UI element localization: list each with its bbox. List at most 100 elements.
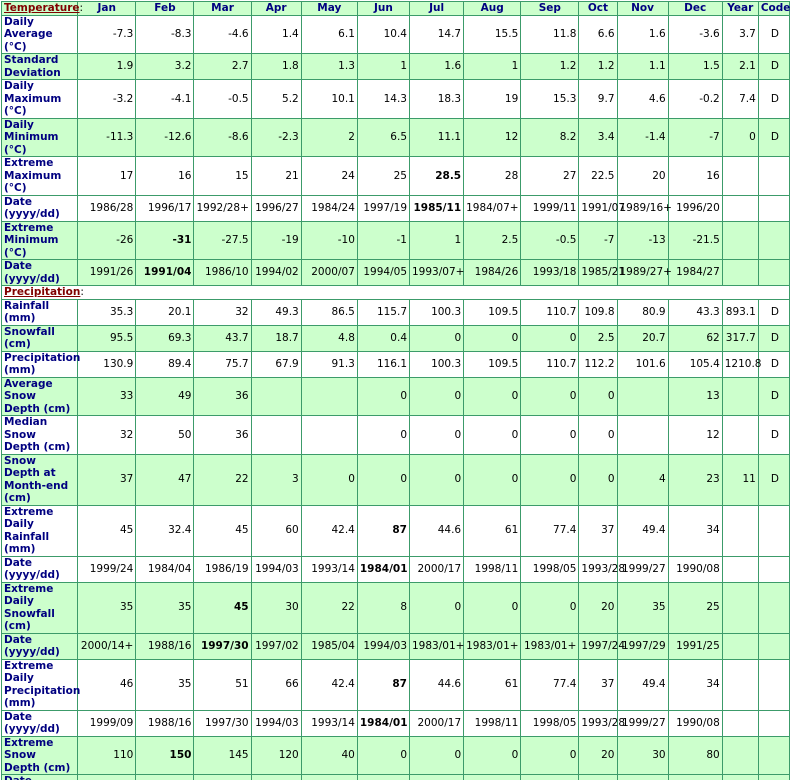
data-cell bbox=[721, 504, 759, 557]
data-cell: 87 bbox=[356, 504, 411, 557]
data-cell: -0.2 bbox=[667, 79, 723, 119]
data-cell: 1983/01+ bbox=[463, 774, 522, 780]
data-cell bbox=[757, 709, 791, 737]
data-cell: 24 bbox=[300, 156, 358, 196]
data-cell: 1998/11 bbox=[463, 709, 522, 737]
data-cell: 20.1 bbox=[135, 298, 195, 326]
data-cell bbox=[721, 774, 759, 780]
data-cell: 37 bbox=[578, 658, 618, 711]
data-cell: 1987/22+ bbox=[135, 774, 195, 780]
data-cell: 1997/01+ bbox=[300, 774, 358, 780]
row-label: Extreme Minimum (°C) bbox=[0, 220, 79, 260]
column-header: Nov bbox=[616, 1, 669, 16]
header-row: Temperature: Jan Feb Mar Apr May Jun Jul Aug Sep O… bbox=[0, 1, 790, 16]
data-cell: 1986/28 bbox=[77, 194, 137, 222]
data-cell: 12 bbox=[463, 117, 522, 157]
data-cell: 15 bbox=[193, 156, 252, 196]
section-colon: : bbox=[80, 286, 84, 298]
data-cell: 30 bbox=[250, 581, 302, 634]
column-header: Oct bbox=[578, 1, 618, 16]
data-cell: 9.7 bbox=[578, 79, 618, 119]
data-cell: -31 bbox=[135, 220, 195, 260]
data-cell: 1989/12+ bbox=[667, 774, 723, 780]
data-cell: -2.3 bbox=[250, 117, 302, 157]
data-cell: 32 bbox=[193, 298, 252, 326]
data-row: Standard Deviation 1.9 3.2 2.7 1.8 1.3 1 1.6 1 1.… bbox=[0, 53, 791, 80]
data-cell: 22 bbox=[193, 453, 252, 506]
data-cell: 1996/27 bbox=[250, 194, 302, 222]
row-label: Extreme Daily Precipitation (mm) bbox=[0, 658, 80, 711]
data-cell: 0 bbox=[463, 581, 522, 634]
data-cell: 0 bbox=[356, 735, 411, 775]
data-cell: 112.2 bbox=[578, 350, 618, 378]
data-cell: 1994/05 bbox=[356, 259, 411, 286]
data-cell: -7.3 bbox=[77, 14, 137, 54]
row-label: Extreme Snow Depth (cm) bbox=[0, 735, 79, 775]
data-cell: 1994/02 bbox=[250, 259, 302, 286]
data-cell: 3.2 bbox=[135, 53, 195, 80]
row-label: Snowfall (cm) bbox=[0, 324, 79, 352]
data-cell bbox=[721, 735, 759, 775]
data-cell: 89.4 bbox=[135, 350, 195, 378]
data-cell bbox=[757, 555, 791, 583]
record-value: 1984/01 bbox=[359, 562, 408, 575]
data-cell: 1984/01 bbox=[356, 555, 411, 583]
data-cell: 35 bbox=[135, 581, 195, 634]
data-cell: 49.4 bbox=[616, 658, 669, 711]
data-row: Date (yyyy/dd)1991/311987/22+2001/01+199… bbox=[0, 774, 791, 780]
data-cell: 150 bbox=[135, 735, 195, 775]
data-cell: 1998/11 bbox=[463, 555, 522, 583]
data-cell: 15.5 bbox=[463, 14, 522, 54]
data-cell: -12.6 bbox=[135, 117, 195, 157]
data-cell: 4 bbox=[616, 453, 669, 506]
data-cell: 1.8 bbox=[250, 53, 302, 80]
data-cell: 1991/26 bbox=[77, 259, 137, 286]
column-header: Jan bbox=[77, 1, 137, 16]
data-row: Date (yyyy/dd) 1999/09 1988/16 1997/30 1994/… bbox=[0, 709, 791, 737]
data-cell: 1984/01 bbox=[356, 709, 411, 737]
data-row: Precipitation (mm) 130.9 89.4 75.7 67.9 91.3 1… bbox=[0, 350, 791, 378]
data-cell: 1.3 bbox=[300, 53, 358, 80]
column-header: Aug bbox=[463, 1, 522, 16]
data-cell: 1997/19 bbox=[356, 194, 411, 222]
data-cell: 0 bbox=[356, 415, 411, 455]
data-cell: 120 bbox=[250, 735, 302, 775]
data-cell: 47 bbox=[135, 453, 195, 506]
data-cell: 75.7 bbox=[193, 350, 252, 378]
data-cell: 46 bbox=[77, 658, 137, 711]
data-cell: 1.4 bbox=[250, 14, 302, 54]
data-cell: 1996/20 bbox=[667, 194, 723, 222]
data-cell: 35 bbox=[77, 581, 137, 634]
data-cell: 45 bbox=[77, 504, 137, 557]
column-header: Dec bbox=[667, 1, 723, 16]
record-value: 1985/11 bbox=[413, 201, 462, 214]
data-cell: 893.1 bbox=[721, 298, 759, 326]
data-cell: 35 bbox=[135, 658, 195, 711]
data-row: Date (yyyy/dd) 1991/26 1991/04 1986/10 1994/… bbox=[0, 259, 791, 286]
data-cell: 1998/05 bbox=[520, 709, 580, 737]
data-cell: 0 bbox=[463, 453, 522, 506]
data-cell: 116.1 bbox=[356, 350, 411, 378]
data-cell: 28.5 bbox=[408, 156, 465, 196]
data-cell: 2 bbox=[300, 117, 358, 157]
data-cell: 110.7 bbox=[520, 298, 580, 326]
data-cell: 2.1 bbox=[721, 53, 759, 80]
data-cell: 10.1 bbox=[300, 79, 358, 119]
record-value: 1997/30 bbox=[200, 639, 249, 652]
data-cell bbox=[721, 555, 759, 583]
data-cell: 0 bbox=[463, 415, 522, 455]
data-cell: 1997/24 bbox=[578, 632, 625, 660]
data-cell: 1994/03 bbox=[250, 555, 302, 583]
data-cell: 42.4 bbox=[300, 504, 358, 557]
data-cell: 45 bbox=[193, 581, 252, 634]
column-header: Code bbox=[757, 1, 790, 16]
data-cell: D bbox=[757, 14, 791, 54]
data-row: Date (yyyy/dd) 1999/24 1984/04 1986/19 1994/… bbox=[0, 555, 791, 583]
data-row: Average Snow Depth (cm) 33 49 36 0 0 0 0 0 13 D bbox=[0, 376, 791, 416]
data-cell: 1983/01+ bbox=[408, 632, 464, 660]
data-cell: 1.2 bbox=[578, 53, 618, 80]
data-cell: 49 bbox=[135, 376, 195, 416]
data-cell: 145 bbox=[193, 735, 252, 775]
